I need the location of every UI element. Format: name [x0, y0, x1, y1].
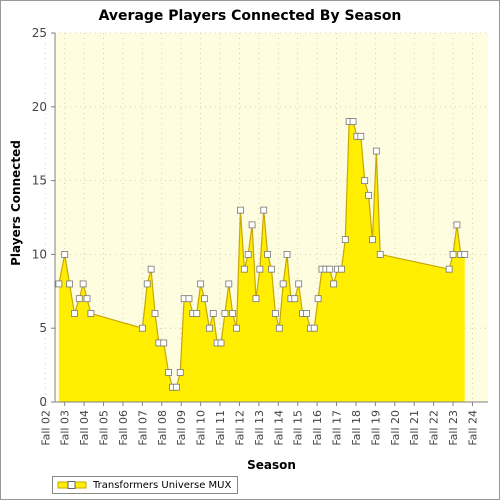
data-point — [252, 295, 260, 303]
x-tick-label: Fall 12 — [233, 410, 246, 446]
data-point — [165, 369, 172, 376]
legend-swatch — [57, 481, 87, 489]
data-point — [330, 280, 338, 288]
data-point — [61, 250, 69, 258]
data-point — [143, 280, 151, 288]
data-point — [357, 132, 365, 140]
series-area — [58, 121, 465, 402]
x-tick-label: Fall 09 — [175, 410, 188, 446]
data-point — [349, 118, 357, 125]
data-point — [369, 236, 376, 244]
data-point — [229, 310, 237, 317]
y-tick-label: 25 — [32, 26, 47, 40]
data-point — [209, 310, 217, 317]
data-point — [83, 295, 91, 303]
x-tick-label: Fall 15 — [292, 410, 305, 446]
data-point — [225, 280, 233, 288]
x-tick-label: Fall 22 — [428, 410, 441, 446]
data-point — [310, 324, 318, 332]
data-point — [291, 295, 299, 303]
data-point — [372, 147, 380, 155]
data-point — [453, 221, 461, 229]
data-point — [295, 280, 303, 288]
x-tick-label: Fall 06 — [117, 410, 130, 446]
data-point — [217, 339, 225, 347]
data-point — [151, 310, 159, 317]
data-point — [338, 265, 345, 273]
x-tick-label: Fall 14 — [272, 410, 285, 446]
data-point — [172, 383, 180, 391]
x-tick-label: Fall 07 — [136, 410, 149, 446]
data-point — [75, 295, 83, 303]
x-tick-label: Fall 18 — [350, 410, 363, 446]
data-point — [233, 324, 240, 332]
data-point — [176, 369, 184, 376]
data-point — [55, 280, 63, 288]
data-point — [71, 310, 78, 317]
data-point — [361, 177, 369, 185]
x-tick-label: Fall 11 — [214, 410, 227, 446]
data-point — [256, 265, 264, 273]
chart-title: Average Players Connected By Season — [98, 8, 402, 24]
data-point — [341, 236, 349, 244]
x-tick-label: Fall 08 — [156, 410, 169, 446]
data-point — [314, 295, 322, 303]
data-point — [160, 339, 168, 347]
x-tick-label: Fall 05 — [98, 410, 111, 446]
x-tick-label: Fall 17 — [331, 410, 344, 446]
x-tick-label: Fall 20 — [389, 410, 402, 446]
data-point — [248, 221, 256, 229]
data-point — [271, 310, 279, 317]
data-point — [376, 250, 384, 258]
data-point — [264, 250, 272, 258]
legend: Transformers Universe MUX — [52, 476, 239, 494]
data-point — [326, 265, 334, 273]
data-point — [260, 206, 268, 214]
data-point — [365, 191, 372, 199]
data-point — [87, 310, 95, 317]
x-tick-label: Fall 10 — [195, 410, 208, 446]
data-point — [449, 250, 457, 258]
data-point — [303, 310, 310, 317]
y-tick-label: 15 — [32, 174, 47, 188]
x-tick-label: Fall 21 — [408, 410, 421, 446]
data-point — [445, 265, 453, 273]
data-point — [147, 265, 155, 273]
legend-label: Transformers Universe MUX — [93, 479, 232, 491]
data-point — [237, 206, 244, 214]
data-point — [201, 295, 208, 303]
y-tick-label: 5 — [39, 321, 47, 335]
data-point — [279, 280, 287, 288]
x-tick-label: Fall 02 — [39, 410, 52, 446]
y-tick-label: 10 — [32, 247, 47, 261]
data-point — [193, 310, 201, 317]
data-point — [268, 265, 275, 273]
data-point — [244, 250, 252, 258]
data-point — [205, 324, 213, 332]
data-point — [138, 324, 146, 332]
x-tick-label: Fall 23 — [447, 410, 460, 446]
x-tick-label: Fall 16 — [311, 410, 324, 446]
y-tick-label: 0 — [39, 395, 47, 409]
data-point — [461, 250, 469, 258]
data-point — [283, 250, 291, 258]
x-tick-label: Fall 13 — [253, 410, 266, 446]
data-point — [240, 265, 248, 273]
data-point — [185, 295, 193, 303]
data-point — [197, 280, 205, 288]
data-point — [275, 324, 283, 332]
x-tick-label: Fall 19 — [369, 410, 382, 446]
data-point — [66, 280, 73, 288]
data-point — [221, 310, 229, 317]
x-tick-label: Fall 24 — [466, 410, 479, 446]
x-axis-label: Season — [247, 458, 296, 472]
x-tick-label: Fall 04 — [78, 410, 91, 446]
x-tick-label: Fall 03 — [59, 410, 72, 446]
y-tick-label: 20 — [32, 100, 47, 114]
data-point — [79, 280, 87, 288]
